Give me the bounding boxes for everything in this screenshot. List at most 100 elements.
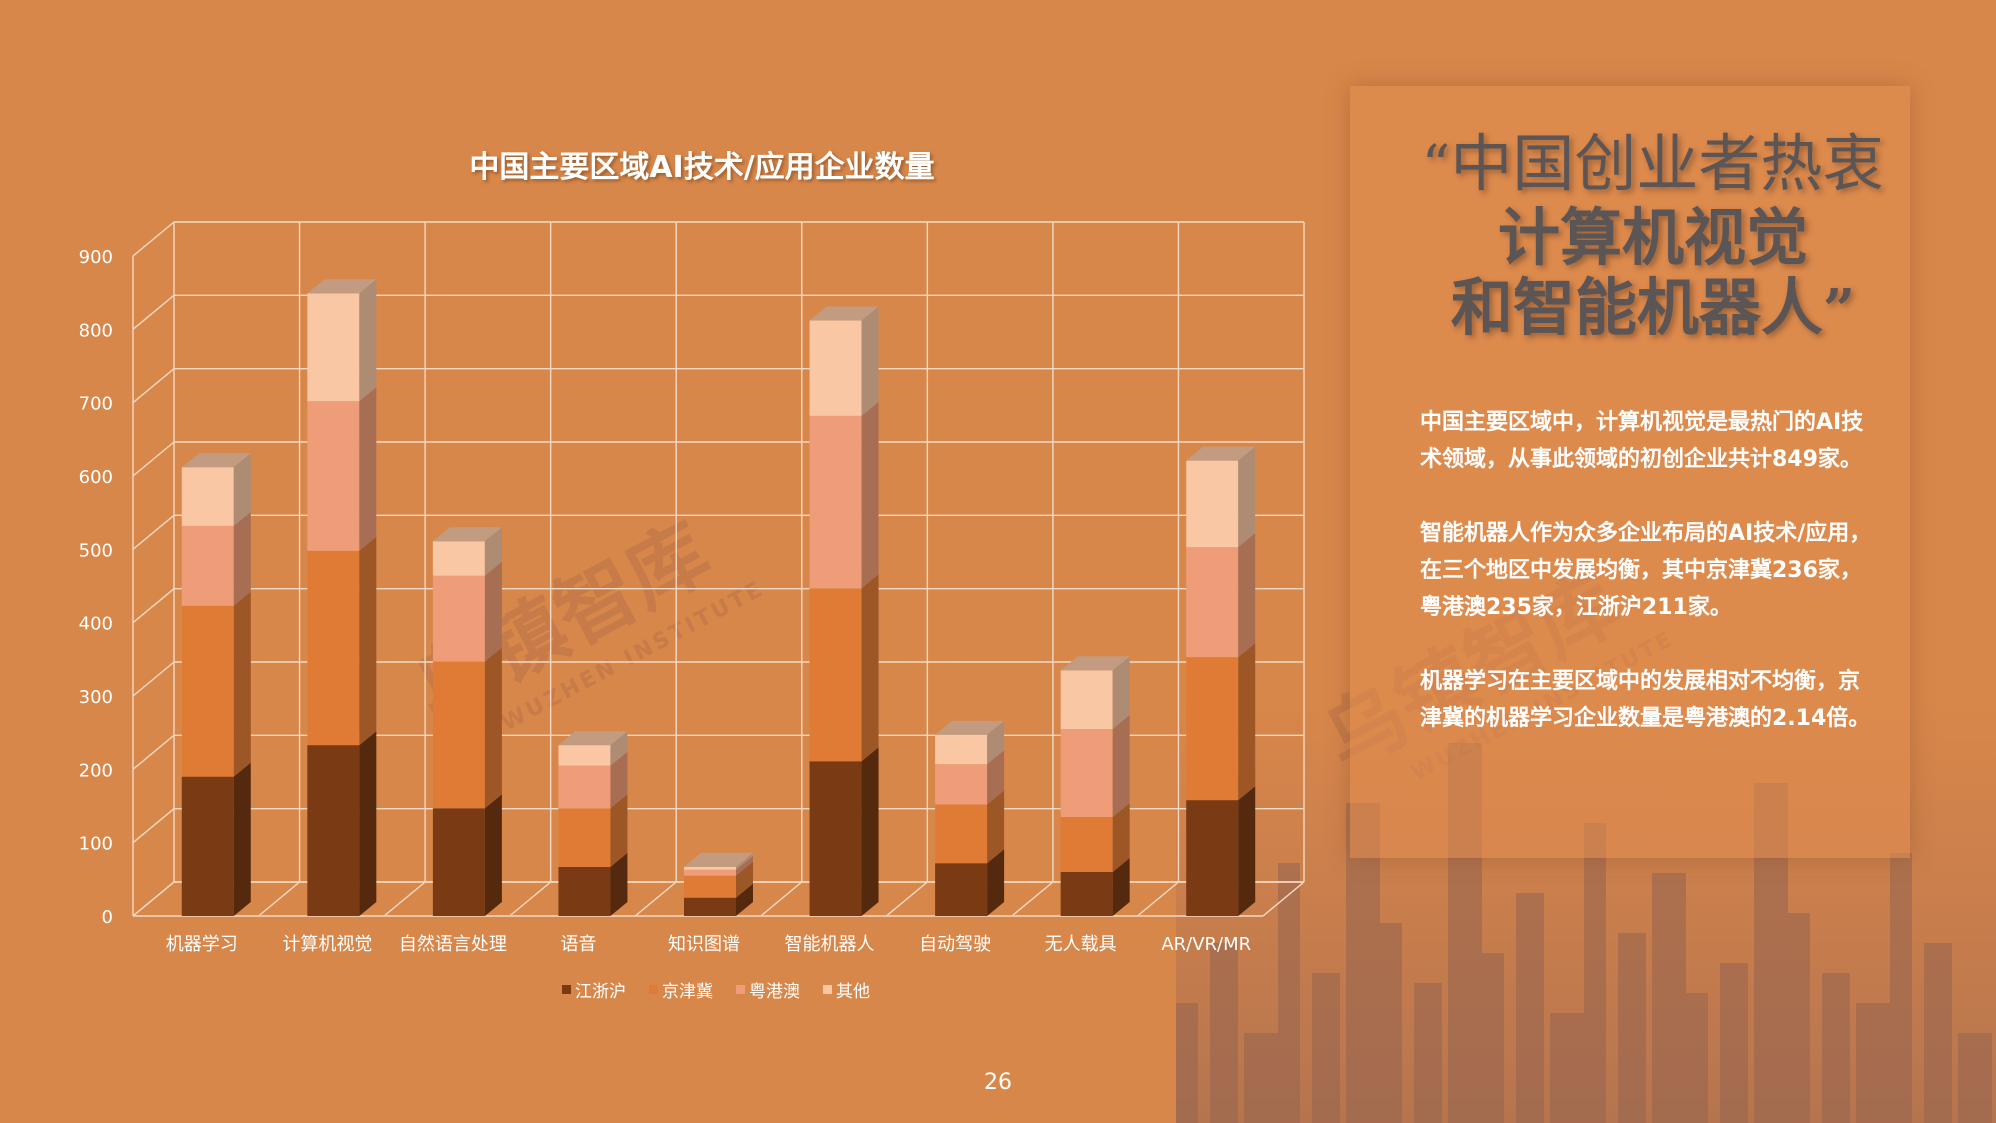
bar-segment-side — [1238, 786, 1256, 916]
skyline-building — [1516, 893, 1544, 1123]
bar-top — [558, 731, 628, 746]
legend-swatch — [649, 985, 658, 994]
bar-top — [809, 306, 879, 321]
bar-segment — [935, 863, 988, 916]
x-tick-label: 自动驾驶 — [919, 934, 991, 955]
skyline-building — [1176, 1003, 1198, 1123]
bar-segment — [809, 588, 862, 762]
bar-segment-side — [861, 747, 879, 916]
chart-title: 中国主要区域AI技术/应用企业数量 — [469, 150, 934, 185]
gridline-side — [132, 661, 175, 697]
floor-line — [1262, 881, 1305, 917]
legend-label: 粤港澳 — [749, 982, 800, 1002]
bar-segment — [558, 765, 611, 809]
bar-segment-side — [987, 720, 1005, 765]
gridline-side — [132, 294, 175, 330]
body-text: 中国主要区域中，计算机视觉是最热门的AI技术领域，从事此领域的初创企业共计849… — [1420, 404, 1880, 774]
close-quote: ” — [1822, 277, 1856, 343]
legend-swatch — [562, 985, 571, 994]
x-tick-label: 知识图谱 — [668, 934, 740, 955]
headline: “中国创业者热衷 计算机视觉 和智能机器人” — [1408, 128, 1898, 345]
paragraph-3: 机器学习在主要区域中的发展相对不均衡，京津冀的机器学习企业数量是粤港澳的2.14… — [1420, 669, 1871, 731]
y-tick-label: 100 — [79, 834, 113, 855]
quote-panel — [1350, 86, 1910, 858]
bar-top — [181, 453, 251, 468]
x-tick-label: 自然语言处理 — [399, 934, 507, 955]
bar-segment-side — [1112, 715, 1130, 817]
bar-segment — [307, 401, 360, 551]
y-tick-label: 500 — [79, 540, 113, 561]
legend-label: 其他 — [836, 982, 870, 1002]
y-tick-label: 700 — [79, 394, 113, 415]
bars — [181, 279, 1256, 916]
bar-segment — [1186, 800, 1239, 916]
bar-segment-side — [484, 561, 502, 662]
legend-label: 京津冀 — [662, 982, 713, 1002]
bar-segment — [935, 734, 988, 765]
skyline-building — [1618, 933, 1646, 1123]
headline-line-2: 计算机视觉 — [1497, 201, 1808, 274]
bar-segment — [684, 866, 736, 870]
bar-segment — [1060, 670, 1113, 729]
bar-top — [684, 852, 753, 867]
headline-line-1: “中国创业者热衷 — [1408, 128, 1898, 203]
bar-segment — [1060, 872, 1113, 916]
page-number: 26 — [984, 1070, 1012, 1095]
bar-segment-side — [233, 762, 251, 916]
bar-segment — [558, 808, 611, 867]
bar-segment-side — [610, 794, 628, 867]
bar-stack — [307, 279, 377, 916]
bar-segment — [935, 764, 988, 805]
skyline-building — [1788, 913, 1810, 1123]
skyline-building — [1414, 983, 1442, 1123]
bar-segment-side — [987, 750, 1005, 805]
floor-line — [1011, 881, 1054, 917]
bar-segment-side — [1112, 656, 1130, 729]
bar-top — [432, 527, 502, 542]
paragraph-2: 智能机器人作为众多企业布局的AI技术/应用，在三个地区中发展均衡，其中京津冀23… — [1420, 521, 1872, 620]
headline-text-3: 和智能机器人 — [1450, 271, 1823, 344]
floor-line — [258, 881, 301, 917]
bar-segment-side — [1238, 533, 1256, 658]
legend-item: 粤港澳 — [736, 982, 800, 1002]
bar-segment-side — [233, 591, 251, 777]
bar-segment — [684, 875, 736, 898]
skyline-building — [1822, 973, 1850, 1123]
skyline-building — [1856, 1003, 1890, 1123]
bar-segment-side — [987, 849, 1005, 916]
bar-stack — [809, 306, 879, 916]
floor-line — [760, 881, 803, 917]
x-tick-label: 机器学习 — [166, 934, 238, 955]
bar-segment — [1186, 657, 1239, 801]
bar-segment — [307, 293, 360, 402]
bar-segment — [558, 866, 611, 916]
bar-segment — [181, 605, 234, 777]
bar-segment-side — [233, 511, 251, 606]
bar-segment — [307, 745, 360, 916]
bar-segment-side — [484, 527, 502, 576]
bar-stack — [432, 527, 502, 916]
gridline-side — [132, 221, 175, 257]
bar-segment — [809, 761, 862, 916]
skyline-building — [1482, 953, 1504, 1123]
bar-segment — [307, 550, 360, 746]
skyline-building — [1584, 823, 1606, 1123]
legend-item: 江浙沪 — [562, 982, 626, 1002]
bar-segment-side — [233, 453, 251, 526]
gridline-side — [132, 514, 175, 550]
y-tick-label: 200 — [79, 760, 113, 781]
bar-segment-side — [736, 861, 753, 898]
bar-segment — [1186, 547, 1239, 658]
bar-stack — [1186, 446, 1256, 916]
y-tick-label: 600 — [79, 467, 113, 488]
bar-stack — [181, 453, 251, 916]
bar-segment-side — [359, 279, 377, 402]
floor-line — [509, 881, 552, 917]
skyline-building — [1958, 1033, 1992, 1123]
legend: 江浙沪 京津冀 粤港澳 其他 — [562, 982, 870, 1002]
x-tick-label: 计算机视觉 — [282, 934, 372, 955]
bar-stack — [558, 731, 628, 916]
y-tick-label: 300 — [79, 687, 113, 708]
bar-segment — [181, 776, 234, 916]
bar-segment-side — [610, 751, 628, 809]
